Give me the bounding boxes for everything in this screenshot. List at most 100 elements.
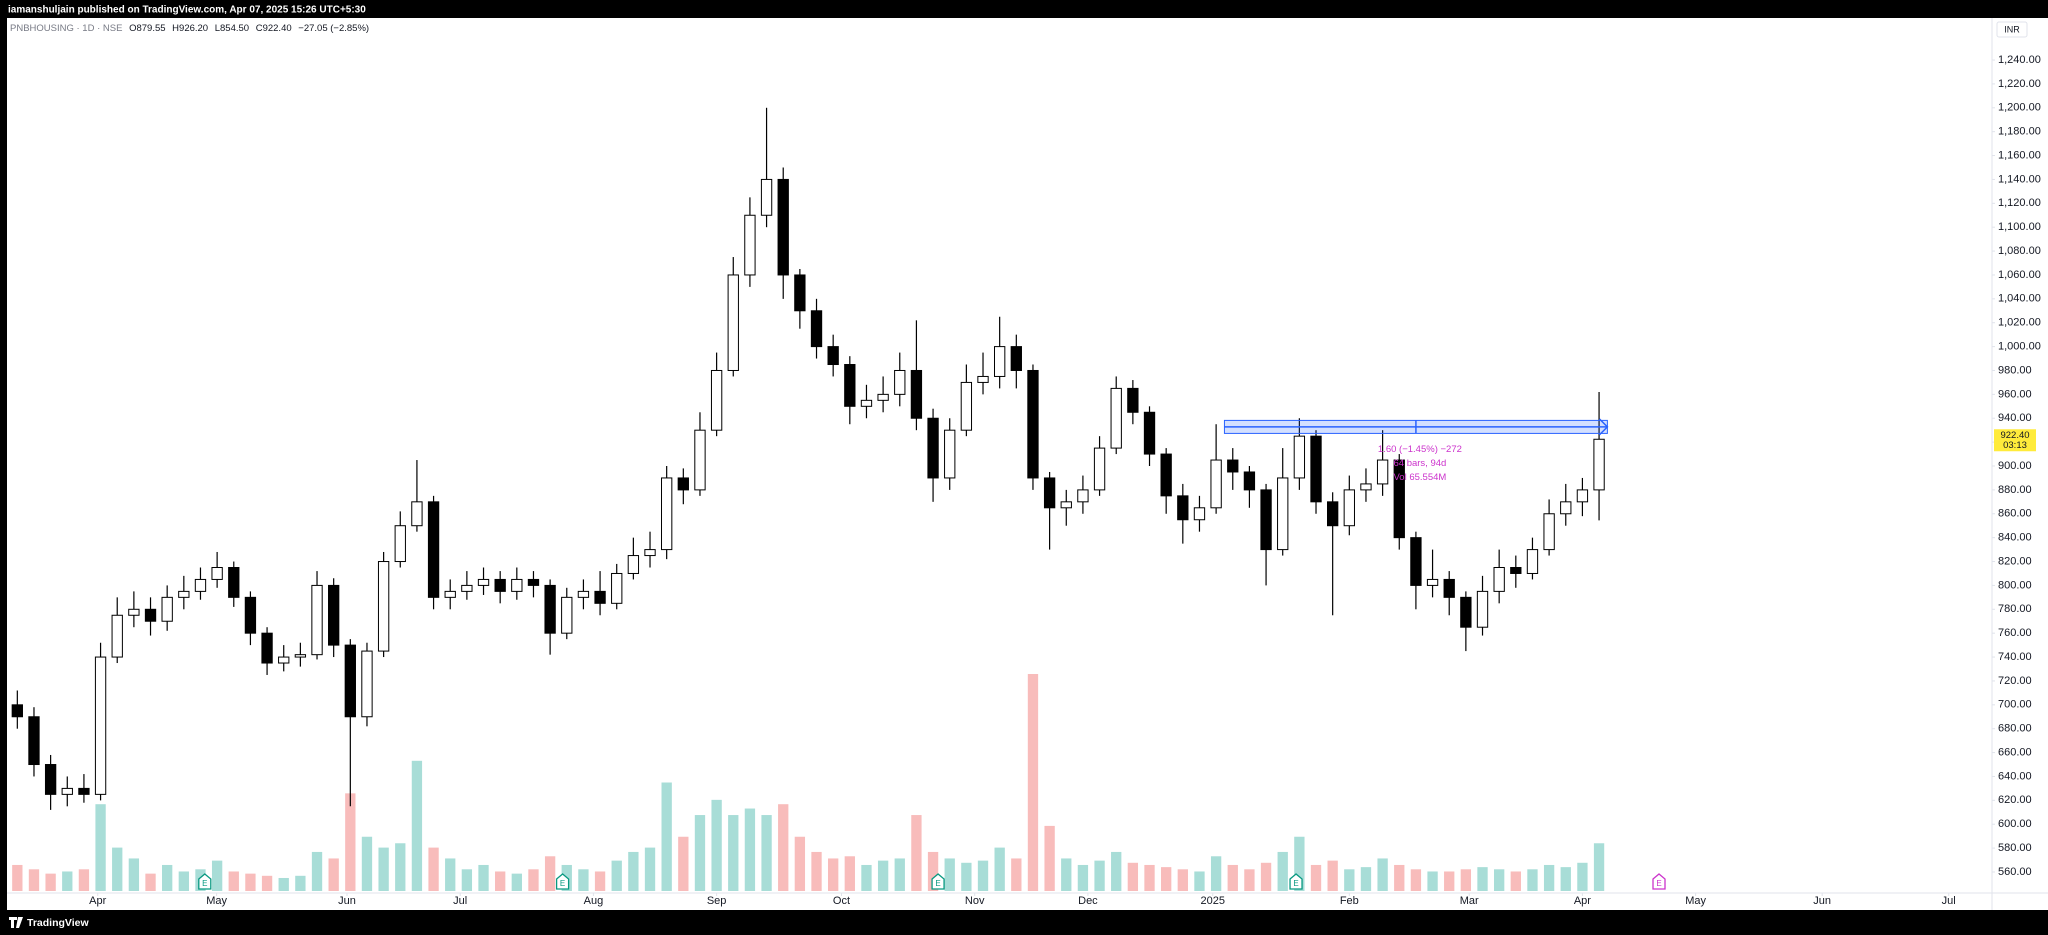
candle-body xyxy=(461,584,473,592)
candle-body xyxy=(627,555,640,574)
candle-body xyxy=(511,578,523,592)
y-tick-label: 780.00 xyxy=(1998,603,2032,615)
earnings-label: E xyxy=(202,879,207,888)
price-tag-label: 922.40 xyxy=(2000,430,2029,441)
volume-bar xyxy=(1394,864,1405,891)
volume-bar xyxy=(511,873,522,891)
candle-body xyxy=(1110,387,1122,449)
y-tick-label: 1,240.00 xyxy=(1998,54,2041,66)
candle-body xyxy=(111,614,123,658)
volume-bar xyxy=(644,847,656,891)
y-tick-label: 940.00 xyxy=(1998,412,2032,424)
volume-bar xyxy=(1061,858,1072,891)
candle-body xyxy=(1027,369,1039,479)
volume-bar xyxy=(828,858,839,891)
y-tick-label: 580.00 xyxy=(1998,842,2032,854)
y-tick-label: 960.00 xyxy=(1998,388,2032,400)
candle-body xyxy=(1426,578,1439,586)
candle-body xyxy=(810,310,823,348)
y-tick-label: 1,080.00 xyxy=(1998,245,2041,257)
candle-body xyxy=(1410,537,1422,586)
volume-bar xyxy=(428,847,439,891)
candle-body xyxy=(677,477,689,491)
volume-bar xyxy=(861,864,872,891)
earnings-label: E xyxy=(1293,879,1298,888)
volume-bar xyxy=(611,860,622,891)
volume-bar xyxy=(977,860,989,891)
candle-body xyxy=(944,429,956,479)
y-tick-label: 740.00 xyxy=(1998,651,2032,663)
candle-body xyxy=(494,578,506,592)
candle-body xyxy=(1093,447,1106,491)
candle-body xyxy=(694,429,706,491)
candle-body xyxy=(477,578,490,586)
volume-bar xyxy=(278,877,289,891)
candle-body xyxy=(561,596,573,634)
y-tick-label: 1,160.00 xyxy=(1998,149,2041,161)
candle-body xyxy=(1043,477,1056,509)
volume-bar xyxy=(228,871,239,891)
earnings-label: E xyxy=(935,879,940,888)
candle-body xyxy=(994,346,1006,377)
candle-body xyxy=(1310,435,1322,503)
y-tick-label: 1,220.00 xyxy=(1998,78,2041,90)
x-tick-label: Jun xyxy=(338,895,356,907)
volume-bar xyxy=(1011,858,1022,891)
y-tick-label: 640.00 xyxy=(1998,770,2032,782)
volume-bar xyxy=(1177,869,1188,891)
volume-bar xyxy=(1410,869,1422,891)
volume-bar xyxy=(761,815,772,891)
candle-body xyxy=(161,596,173,622)
candle-body xyxy=(361,650,373,718)
candle-body xyxy=(1010,346,1022,371)
candle-body xyxy=(644,549,656,557)
volume-bar xyxy=(794,836,806,891)
candle-body xyxy=(377,561,390,652)
candle-body xyxy=(1510,567,1522,574)
volume-bar xyxy=(1477,867,1488,891)
candle-body xyxy=(1193,507,1206,521)
candle-body xyxy=(860,399,873,407)
y-tick-label: 660.00 xyxy=(1998,746,2032,758)
candle-body xyxy=(594,590,606,604)
x-tick-label: Jul xyxy=(1942,895,1956,907)
volume-bar xyxy=(711,799,722,891)
candle-body xyxy=(311,584,323,656)
earnings-marker xyxy=(198,873,212,890)
volume-bar xyxy=(1593,843,1605,891)
volume-bar xyxy=(1427,871,1438,891)
volume-bar xyxy=(661,782,672,891)
candle-body xyxy=(28,716,40,766)
volume-bar xyxy=(1144,864,1155,891)
candle-body xyxy=(11,704,23,718)
volume-bar xyxy=(694,815,706,891)
candle-body xyxy=(128,608,140,616)
ohlc-value: O879.55 xyxy=(129,23,165,34)
candle-body xyxy=(211,567,223,580)
ohlc-value: L854.50 xyxy=(215,23,249,34)
volume-bar xyxy=(877,860,889,891)
x-tick-label: Nov xyxy=(965,895,985,907)
candle-body xyxy=(744,214,756,276)
candle-body xyxy=(1243,471,1256,491)
candle-body xyxy=(427,501,440,598)
volume-bar xyxy=(295,875,306,891)
candle-body xyxy=(1526,549,1539,574)
volume-bar xyxy=(1560,867,1571,891)
candle-body xyxy=(977,375,989,383)
volume-bar xyxy=(1077,864,1089,891)
candle-body xyxy=(261,632,273,664)
volume-bar xyxy=(478,864,489,891)
measure-arrow xyxy=(1598,418,1609,436)
x-tick-label: May xyxy=(1685,895,1706,907)
earnings-label: E xyxy=(1656,879,1661,888)
volume-bar xyxy=(95,804,106,891)
candle-body xyxy=(710,369,723,431)
candle-body xyxy=(94,656,107,795)
currency-label[interactable]: INR xyxy=(2004,24,2020,34)
volume-bar xyxy=(445,858,456,891)
currency-box[interactable] xyxy=(1996,21,2028,38)
legend-line: PNBHOUSING · 1D · NSE O879.55 H926.20 L8… xyxy=(10,23,369,34)
volume-bar xyxy=(1227,864,1238,891)
